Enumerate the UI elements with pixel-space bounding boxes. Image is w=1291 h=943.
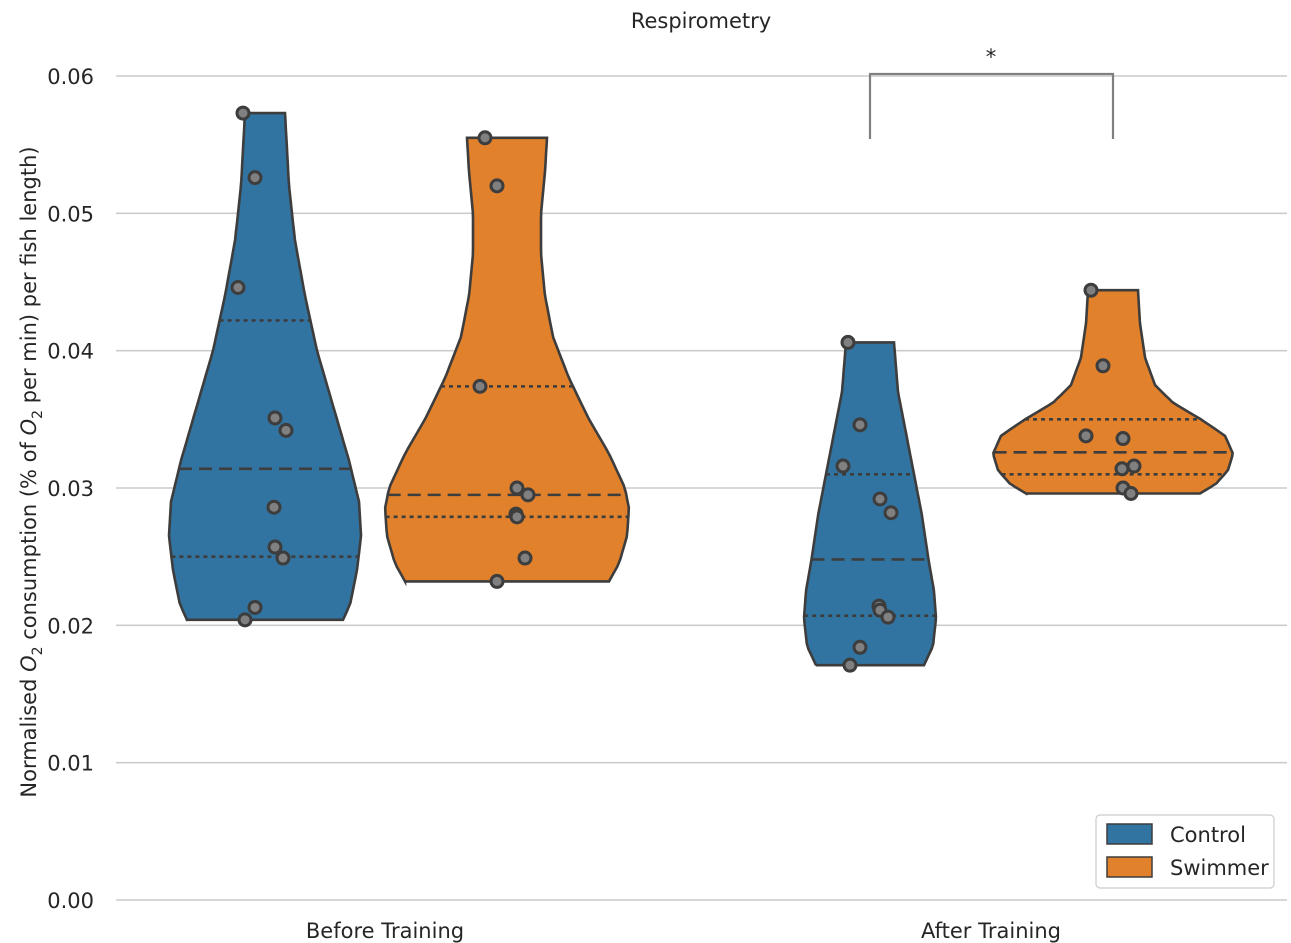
data-point — [235, 105, 251, 121]
significance-annotation: * — [868, 45, 1115, 139]
legend-swatch-control — [1106, 823, 1153, 845]
significance-bracket — [868, 72, 1115, 139]
legend-label-control: Control — [1170, 823, 1246, 847]
data-point — [275, 550, 291, 566]
y-tick-label: 0.04 — [47, 340, 94, 364]
data-point — [1095, 358, 1111, 374]
data-point — [1126, 458, 1142, 474]
violin-control — [802, 341, 938, 667]
chart-title: Respirometry — [631, 9, 771, 33]
data-point — [278, 422, 294, 438]
data-point — [842, 657, 858, 673]
data-point — [880, 609, 896, 625]
legend-label-swimmer: Swimmer — [1170, 856, 1269, 880]
violin-control — [167, 111, 363, 622]
data-point — [883, 505, 899, 521]
x-tick-label: After Training — [921, 919, 1061, 943]
data-point — [520, 487, 536, 503]
data-point — [477, 130, 493, 146]
data-point — [247, 599, 263, 615]
y-tick-label: 0.06 — [47, 65, 94, 89]
y-tick-label: 0.03 — [47, 477, 94, 501]
data-points — [230, 105, 1142, 673]
data-point — [267, 410, 283, 426]
data-point — [509, 480, 525, 496]
data-point — [872, 491, 888, 507]
data-point — [237, 612, 253, 628]
data-point — [835, 458, 851, 474]
data-point — [1115, 431, 1131, 447]
data-point — [852, 639, 868, 655]
data-point — [1114, 461, 1130, 477]
y-tick-label: 0.05 — [47, 202, 94, 226]
violin-swimmer — [992, 288, 1234, 496]
data-point — [1078, 428, 1094, 444]
legend-swatch-swimmer — [1106, 856, 1153, 878]
data-point — [247, 170, 263, 186]
violin-swimmer — [383, 136, 631, 587]
data-point — [1083, 282, 1099, 298]
y-tick-label: 0.02 — [47, 614, 94, 638]
data-point — [840, 334, 856, 350]
y-axis-label: Normalised O2 consumption (% of O2 per m… — [17, 146, 46, 797]
data-point — [1123, 485, 1139, 501]
data-point — [266, 499, 282, 515]
violins — [167, 111, 1234, 667]
data-point — [230, 279, 246, 295]
legend: Control Swimmer — [1095, 814, 1275, 889]
y-tick-label: 0.01 — [47, 752, 94, 776]
axes: 0.00 0.01 0.02 0.03 0.04 0.05 0.06 Before Train… — [47, 65, 1061, 943]
data-point — [267, 539, 283, 555]
x-tick-label: Before Training — [306, 919, 464, 943]
data-point — [489, 178, 505, 194]
data-point — [472, 378, 488, 394]
data-point — [517, 550, 533, 566]
y-tick-label: 0.00 — [47, 889, 94, 913]
data-point — [852, 417, 868, 433]
data-point — [489, 573, 505, 589]
significance-star: * — [986, 45, 997, 69]
data-point — [509, 509, 525, 525]
